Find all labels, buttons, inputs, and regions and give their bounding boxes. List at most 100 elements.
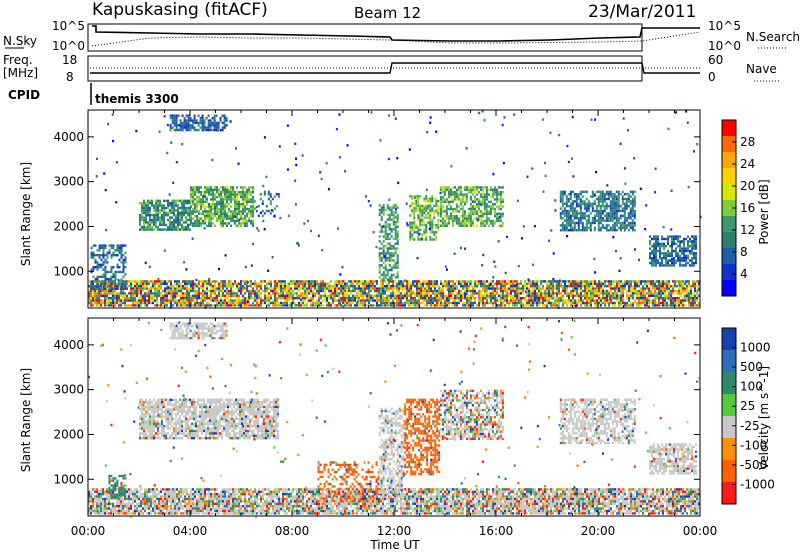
scatter-cell [426,289,428,293]
scatter-cell [240,287,242,290]
scatter-cell [187,116,190,120]
scatter-cell [203,126,206,129]
scatter-cell [223,126,226,129]
scatter-cell [282,304,284,307]
scatter-cell [429,226,432,229]
scatter-cell [536,301,538,305]
scatter-cell [166,294,168,297]
scatter-cell [98,304,100,307]
scatter-cell [394,237,397,241]
scatter-cell [425,223,428,227]
scatter-cell [286,299,288,302]
scatter-cell [485,186,488,189]
scatter-cell [622,285,624,288]
scatter-cell [148,289,150,293]
scatter-cell [471,193,474,196]
scatter-cell [501,222,504,225]
scatter-cell [132,301,134,305]
scatter-cell [429,211,432,215]
scatter-cell [585,209,588,213]
scatter-cell [161,204,163,207]
scatter-cell [230,195,232,199]
scatter-cell [90,294,92,297]
scatter-cell [208,207,210,211]
scatter-cell [188,287,190,290]
scatter-cell [410,289,412,293]
scatter-cell [424,304,426,307]
scatter-cell [561,190,564,193]
scatter-cell [481,219,484,223]
scatter-cell [598,287,600,290]
scatter-cell [413,228,416,232]
scatter-cell [246,304,248,307]
scatter-cell [102,251,105,254]
scatter-cell [592,280,594,283]
scatter-cell [304,285,306,288]
scatter-cell [392,287,394,290]
scatter-cell [90,270,93,274]
scatter-cell [670,297,672,300]
scatter-cell [149,216,151,219]
scatter-cell [126,299,128,302]
scatter-cell [392,285,394,288]
scatter-cell [244,280,246,283]
scatter-cell [634,280,636,283]
scatter-cell [418,294,420,297]
scatter-cell [562,287,564,290]
scatter-cell [670,294,672,297]
scatter-cell [310,289,312,293]
scatter-cell [482,297,484,300]
scatter-cell [481,191,484,194]
scatter-cell [528,287,530,290]
scatter-cell [157,202,159,205]
scatter-cell [155,209,157,212]
scatter-cell [598,297,600,300]
scatter-cell [267,190,270,193]
scatter-cell [485,222,488,225]
scatter-cell [102,254,105,257]
scatter-cell [596,304,598,307]
scatter-cell [274,280,276,283]
scatter-cell [644,299,646,302]
scatter-cell [106,297,108,300]
scatter-cell [455,207,458,211]
scatter-cell [318,282,320,285]
scatter-cell [431,219,434,222]
scatter-cell [189,119,192,122]
scatter-cell [449,207,452,211]
scatter-cell [390,276,393,279]
scatter-cell [612,297,614,300]
scatter-cell [234,198,236,201]
scatter-cell [362,297,364,300]
scatter-cell [246,301,248,305]
scatter-cell [221,126,224,129]
scatter-cell [122,282,125,286]
scatter-cell [344,289,346,293]
scatter-cell [328,282,330,285]
scatter-cell [654,289,656,293]
scatter-cell [566,299,568,302]
scatter-cell [228,222,230,225]
scatter-cell [144,280,146,283]
scatter-cell [106,261,109,264]
scatter-cell [414,297,416,300]
scatter-cell [567,212,570,215]
scatter-cell [516,304,518,307]
scatter-cell [153,228,155,231]
scatter-cell [163,211,165,214]
scatter-cell [202,212,204,215]
scatter-cell [419,204,422,208]
scatter-cell [350,280,352,283]
scatter-cell [420,287,422,290]
scatter-cell [149,202,151,205]
scatter-cell [326,285,328,288]
scatter-cell [394,230,397,233]
scatter-cell [607,214,610,217]
scatter-cell [501,224,504,227]
scatter-cell [571,205,574,208]
scatter-cell [688,297,690,300]
scatter-cell [422,285,424,288]
scatter-cell [392,220,395,224]
scatter-cell [184,294,186,297]
scatter-cell [682,299,684,302]
